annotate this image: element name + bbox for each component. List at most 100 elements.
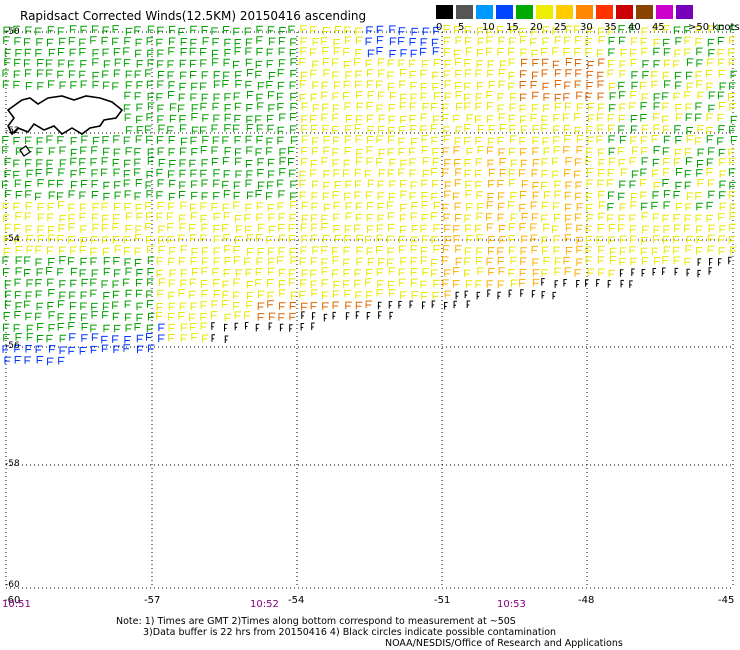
wind-barb — [246, 170, 253, 178]
wind-barb — [191, 126, 199, 135]
wind-barb — [101, 223, 109, 232]
wind-barb — [563, 256, 570, 265]
wind-barb — [377, 180, 385, 189]
wind-barb — [180, 269, 188, 277]
wind-barb — [387, 82, 395, 91]
wind-barb — [719, 191, 726, 199]
wind-barb — [288, 269, 296, 277]
wind-barb — [48, 191, 56, 200]
wind-barb — [488, 168, 496, 177]
legend-swatch — [576, 5, 593, 19]
legend-label: 15 — [506, 22, 519, 33]
wind-barb — [180, 334, 188, 342]
wind-barb — [267, 114, 274, 123]
wind-barb — [343, 269, 350, 277]
wind-barb — [684, 257, 691, 266]
wind-barb — [587, 27, 594, 35]
wind-barb — [486, 223, 494, 231]
wind-barb — [3, 333, 10, 342]
wind-barb — [136, 278, 143, 287]
wind-barb — [213, 257, 221, 265]
wind-barb — [640, 81, 647, 90]
wind-barb — [179, 147, 187, 156]
wind-barb — [332, 301, 340, 309]
wind-barb — [443, 126, 450, 134]
wind-barb — [112, 335, 119, 343]
wind-barb — [114, 269, 121, 277]
wind-barb — [464, 247, 472, 255]
wind-barb — [399, 245, 406, 254]
wind-barb — [464, 82, 471, 91]
wind-barb — [662, 256, 669, 264]
wind-barb — [246, 247, 254, 256]
wind-barb — [686, 135, 694, 143]
wind-barb — [728, 191, 736, 199]
wind-barb — [91, 213, 99, 222]
wind-barb — [246, 124, 254, 132]
wind-barb — [378, 169, 386, 177]
wind-barb — [510, 192, 517, 200]
wind-barb — [301, 269, 309, 278]
wind-barb — [201, 290, 208, 298]
wind-barb — [398, 235, 406, 244]
wind-barb — [564, 36, 571, 45]
wind-barb — [663, 38, 670, 47]
wind-barb — [453, 114, 460, 123]
wind-barb — [531, 169, 539, 177]
wind-barb — [59, 37, 66, 46]
wind-barb — [498, 113, 506, 121]
wind-barb — [541, 214, 548, 223]
wind-barb — [25, 345, 32, 353]
wind-barb — [585, 38, 592, 46]
wind-barb — [509, 37, 516, 46]
wind-barb — [729, 125, 736, 134]
wind-barb — [609, 104, 616, 112]
wind-barb — [607, 191, 615, 200]
wind-barb — [466, 300, 471, 308]
wind-barb — [366, 291, 373, 299]
wind-barb — [409, 59, 416, 68]
wind-barb — [376, 80, 383, 89]
wind-barb — [477, 203, 484, 211]
wind-barb — [488, 125, 496, 133]
wind-barb — [422, 301, 426, 309]
wind-barb — [576, 236, 583, 245]
wind-barb — [58, 59, 65, 68]
wind-barb — [398, 147, 405, 156]
wind-barb — [213, 93, 221, 102]
wind-barb — [697, 91, 704, 100]
wind-barb — [255, 115, 262, 123]
wind-barb — [180, 71, 187, 80]
wind-barb — [25, 69, 32, 77]
wind-barb — [290, 113, 297, 121]
wind-barb — [476, 247, 483, 255]
wind-barb — [465, 180, 472, 189]
wind-barb — [157, 26, 164, 35]
wind-barb — [498, 148, 505, 156]
wind-barb — [278, 47, 286, 56]
wind-barb — [300, 279, 307, 287]
wind-barb — [201, 192, 209, 200]
wind-barb — [169, 159, 176, 168]
wind-barb — [233, 246, 240, 254]
wind-barb — [233, 291, 240, 300]
wind-barb — [224, 38, 231, 47]
wind-barb — [576, 245, 583, 254]
wind-barb — [686, 126, 693, 135]
wind-barb — [554, 36, 562, 44]
wind-barb — [718, 58, 725, 67]
wind-barb — [345, 180, 352, 189]
wind-barb — [321, 246, 328, 254]
wind-barb — [301, 235, 308, 243]
wind-barb — [147, 59, 155, 67]
wind-barb — [685, 113, 693, 122]
wind-barb — [531, 290, 536, 298]
wind-barb — [532, 124, 540, 133]
wind-barb — [321, 267, 329, 275]
wind-barb — [488, 247, 495, 255]
wind-barb — [135, 135, 143, 143]
wind-barb — [576, 135, 584, 143]
wind-barb — [519, 223, 526, 231]
wind-barb — [310, 159, 318, 168]
wind-barb — [169, 269, 177, 277]
